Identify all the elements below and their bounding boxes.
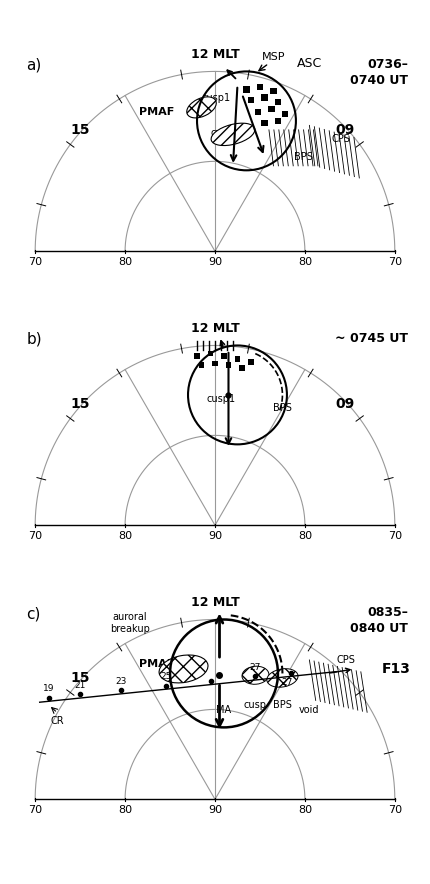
- Text: 80: 80: [118, 804, 132, 815]
- Bar: [248, 97, 254, 103]
- Text: auroral
breakup: auroral breakup: [110, 613, 150, 634]
- Bar: [261, 95, 267, 101]
- Text: 12 MLT: 12 MLT: [190, 322, 240, 335]
- Text: MSP: MSP: [262, 52, 285, 63]
- Bar: [199, 362, 204, 368]
- Ellipse shape: [211, 123, 255, 146]
- Text: 70: 70: [28, 804, 42, 815]
- Text: PMAF: PMAF: [138, 659, 174, 669]
- Bar: [212, 361, 218, 366]
- Text: 70: 70: [388, 804, 402, 815]
- Text: 25: 25: [160, 672, 171, 682]
- Bar: [243, 87, 249, 93]
- Ellipse shape: [242, 667, 269, 684]
- Text: 70: 70: [28, 256, 42, 267]
- Text: MA: MA: [216, 705, 231, 715]
- Text: CPS: CPS: [336, 655, 355, 665]
- Text: BPS: BPS: [294, 152, 313, 162]
- Bar: [221, 354, 227, 359]
- Bar: [270, 88, 276, 95]
- Text: 27: 27: [250, 663, 261, 672]
- Text: 80: 80: [118, 256, 132, 267]
- Text: PMAF: PMAF: [138, 107, 174, 117]
- Text: 21: 21: [74, 681, 86, 690]
- Text: 70: 70: [388, 256, 402, 267]
- Bar: [226, 362, 231, 368]
- Ellipse shape: [159, 655, 208, 683]
- Bar: [275, 118, 281, 124]
- Text: ASC: ASC: [297, 57, 322, 70]
- Text: 0736–
0740 UT: 0736– 0740 UT: [350, 58, 408, 87]
- Text: cusp2: cusp2: [211, 127, 240, 138]
- Bar: [194, 354, 200, 359]
- Text: b): b): [26, 332, 42, 347]
- Bar: [208, 351, 213, 356]
- Text: 80: 80: [298, 804, 312, 815]
- Bar: [282, 110, 288, 117]
- Bar: [268, 106, 275, 112]
- Text: 15: 15: [71, 397, 90, 411]
- Text: CR: CR: [51, 716, 64, 726]
- Text: 80: 80: [118, 530, 132, 541]
- Bar: [248, 359, 254, 364]
- Text: ~ 0745 UT: ~ 0745 UT: [335, 332, 408, 345]
- Text: void: void: [299, 705, 319, 715]
- Text: 70: 70: [388, 530, 402, 541]
- Text: 90: 90: [208, 256, 222, 267]
- Bar: [257, 84, 263, 90]
- Text: 12 MLT: 12 MLT: [190, 48, 240, 61]
- Text: 70: 70: [28, 530, 42, 541]
- Text: 90: 90: [208, 530, 222, 541]
- Bar: [255, 109, 261, 115]
- Text: 15: 15: [71, 123, 90, 137]
- Text: 80: 80: [298, 530, 312, 541]
- Ellipse shape: [187, 97, 216, 118]
- Text: 80: 80: [298, 256, 312, 267]
- Text: BPS: BPS: [273, 403, 292, 414]
- Ellipse shape: [267, 668, 298, 687]
- Text: 90: 90: [208, 804, 222, 815]
- Text: 09: 09: [336, 123, 355, 137]
- Text: 12 MLT: 12 MLT: [190, 596, 240, 609]
- Text: cusp1: cusp1: [202, 94, 230, 103]
- Text: c): c): [26, 606, 40, 621]
- Text: 19: 19: [43, 684, 55, 693]
- Text: 09: 09: [336, 397, 355, 411]
- Bar: [275, 99, 281, 105]
- Bar: [261, 119, 267, 126]
- Bar: [239, 365, 245, 370]
- Text: BPS: BPS: [273, 700, 292, 711]
- Text: cusp1: cusp1: [206, 394, 235, 404]
- Text: 27: 27: [281, 678, 292, 687]
- Text: 15: 15: [71, 671, 90, 685]
- Text: F13: F13: [381, 662, 410, 676]
- Text: cusp: cusp: [244, 700, 267, 711]
- Text: CPS: CPS: [332, 133, 351, 144]
- Bar: [235, 356, 240, 362]
- Text: 0835–
0840 UT: 0835– 0840 UT: [350, 606, 408, 635]
- Text: 23: 23: [115, 677, 126, 686]
- Text: a): a): [26, 58, 41, 73]
